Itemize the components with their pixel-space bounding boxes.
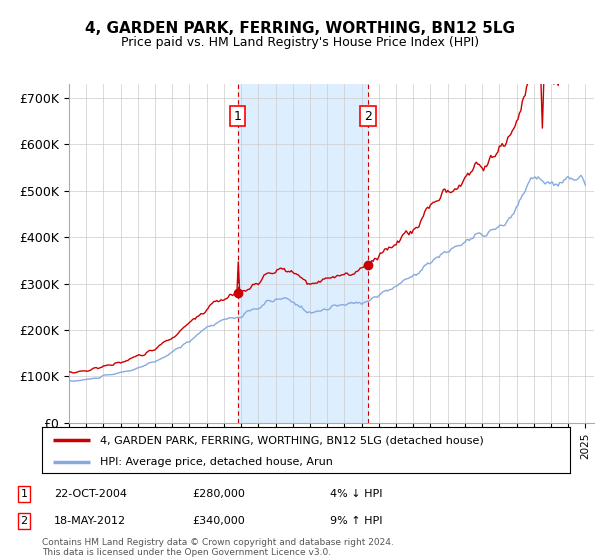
Text: Contains HM Land Registry data © Crown copyright and database right 2024.
This d: Contains HM Land Registry data © Crown c…: [42, 538, 394, 557]
Text: 4% ↓ HPI: 4% ↓ HPI: [330, 489, 383, 499]
Bar: [238, 84, 368, 423]
Text: HPI: Average price, detached house, Arun: HPI: Average price, detached house, Arun: [100, 457, 333, 466]
Text: 1: 1: [233, 110, 241, 123]
Text: 4, GARDEN PARK, FERRING, WORTHING, BN12 5LG: 4, GARDEN PARK, FERRING, WORTHING, BN12 …: [85, 21, 515, 36]
Text: 22-OCT-2004: 22-OCT-2004: [54, 489, 127, 499]
Text: £340,000: £340,000: [192, 516, 245, 526]
Text: 4, GARDEN PARK, FERRING, WORTHING, BN12 5LG (detached house): 4, GARDEN PARK, FERRING, WORTHING, BN12 …: [100, 435, 484, 445]
Text: 18-MAY-2012: 18-MAY-2012: [54, 516, 126, 526]
Text: Price paid vs. HM Land Registry's House Price Index (HPI): Price paid vs. HM Land Registry's House …: [121, 36, 479, 49]
Text: 2: 2: [364, 110, 372, 123]
Text: 9% ↑ HPI: 9% ↑ HPI: [330, 516, 383, 526]
Text: 2: 2: [20, 516, 28, 526]
Text: £280,000: £280,000: [192, 489, 245, 499]
Text: 1: 1: [20, 489, 28, 499]
